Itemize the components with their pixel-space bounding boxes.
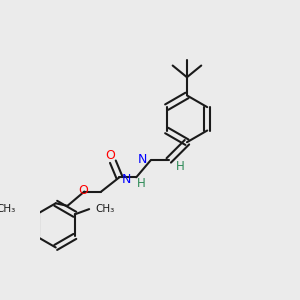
Text: H: H [176, 160, 185, 173]
Text: O: O [105, 149, 115, 162]
Text: O: O [78, 184, 88, 197]
Text: CH₃: CH₃ [96, 204, 115, 214]
Text: N: N [122, 173, 131, 186]
Text: H: H [137, 177, 146, 190]
Text: CH₃: CH₃ [0, 204, 16, 214]
Text: N: N [137, 153, 147, 166]
